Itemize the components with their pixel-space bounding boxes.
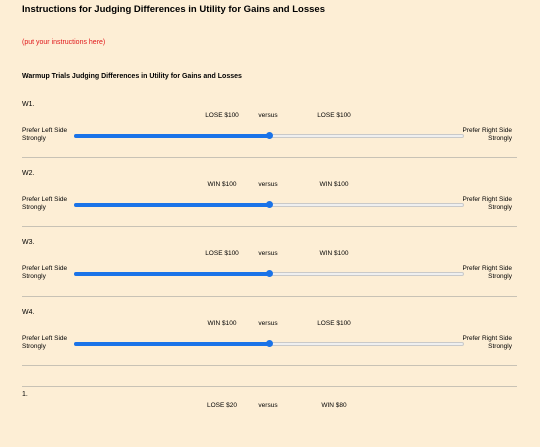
trial-w1: W1. LOSE $100 versus LOSE $100 Prefer Le… — [22, 101, 517, 157]
trial-label: 1. — [22, 391, 28, 398]
versus-label: versus — [258, 320, 278, 327]
trial-label: W2. — [22, 170, 35, 177]
preference-slider[interactable] — [74, 269, 464, 277]
prefer-left-label: Prefer Left Side Strongly — [22, 335, 68, 350]
right-option: LOSE $100 — [317, 320, 351, 327]
trial-label: W1. — [22, 101, 35, 108]
prefer-right-label: Prefer Right Side Strongly — [462, 335, 513, 350]
slider-thumb[interactable] — [265, 340, 273, 347]
preference-slider[interactable] — [74, 200, 464, 208]
right-option: WIN $100 — [319, 250, 349, 257]
right-option: WIN $100 — [319, 181, 349, 188]
trial-w4: W4. WIN $100 versus LOSE $100 Prefer Lef… — [22, 309, 517, 365]
prefer-right-label: Prefer Right Side Strongly — [462, 265, 513, 280]
versus-label: versus — [258, 402, 278, 409]
preference-slider[interactable] — [74, 131, 464, 139]
right-option: LOSE $100 — [317, 112, 351, 119]
right-option: WIN $80 — [321, 402, 347, 409]
trial-label: W4. — [22, 309, 35, 316]
slider-fill — [74, 342, 269, 346]
slider-thumb[interactable] — [265, 201, 273, 208]
divider — [22, 296, 517, 297]
slider-fill — [74, 203, 269, 207]
prefer-right-label: Prefer Right Side Strongly — [462, 127, 513, 142]
section-title: Warmup Trials Judging Differences in Uti… — [22, 73, 242, 80]
prefer-right-label: Prefer Right Side Strongly — [462, 196, 513, 211]
prefer-left-label: Prefer Left Side Strongly — [22, 127, 68, 142]
instructions-text: (put your instructions here) — [22, 39, 106, 46]
slider-fill — [74, 134, 269, 138]
divider — [22, 365, 517, 366]
left-option: WIN $100 — [207, 181, 237, 188]
versus-label: versus — [258, 181, 278, 188]
left-option: WIN $100 — [207, 320, 237, 327]
divider — [22, 386, 517, 387]
slider-thumb[interactable] — [265, 132, 273, 139]
trial-label: W3. — [22, 239, 35, 246]
page-title: Instructions for Judging Differences in … — [22, 4, 325, 15]
prefer-left-label: Prefer Left Side Strongly — [22, 265, 68, 280]
versus-label: versus — [258, 112, 278, 119]
prefer-left-label: Prefer Left Side Strongly — [22, 196, 68, 211]
slider-thumb[interactable] — [265, 270, 273, 277]
left-option: LOSE $100 — [205, 112, 239, 119]
versus-label: versus — [258, 250, 278, 257]
trial-w2: W2. WIN $100 versus WIN $100 Prefer Left… — [22, 170, 517, 226]
divider — [22, 226, 517, 227]
left-option: LOSE $100 — [205, 250, 239, 257]
preference-slider[interactable] — [74, 339, 464, 347]
slider-fill — [74, 272, 269, 276]
trial-w3: W3. LOSE $100 versus WIN $100 Prefer Lef… — [22, 239, 517, 295]
divider — [22, 157, 517, 158]
trial-1: 1. LOSE $20 versus WIN $80 — [22, 391, 517, 447]
